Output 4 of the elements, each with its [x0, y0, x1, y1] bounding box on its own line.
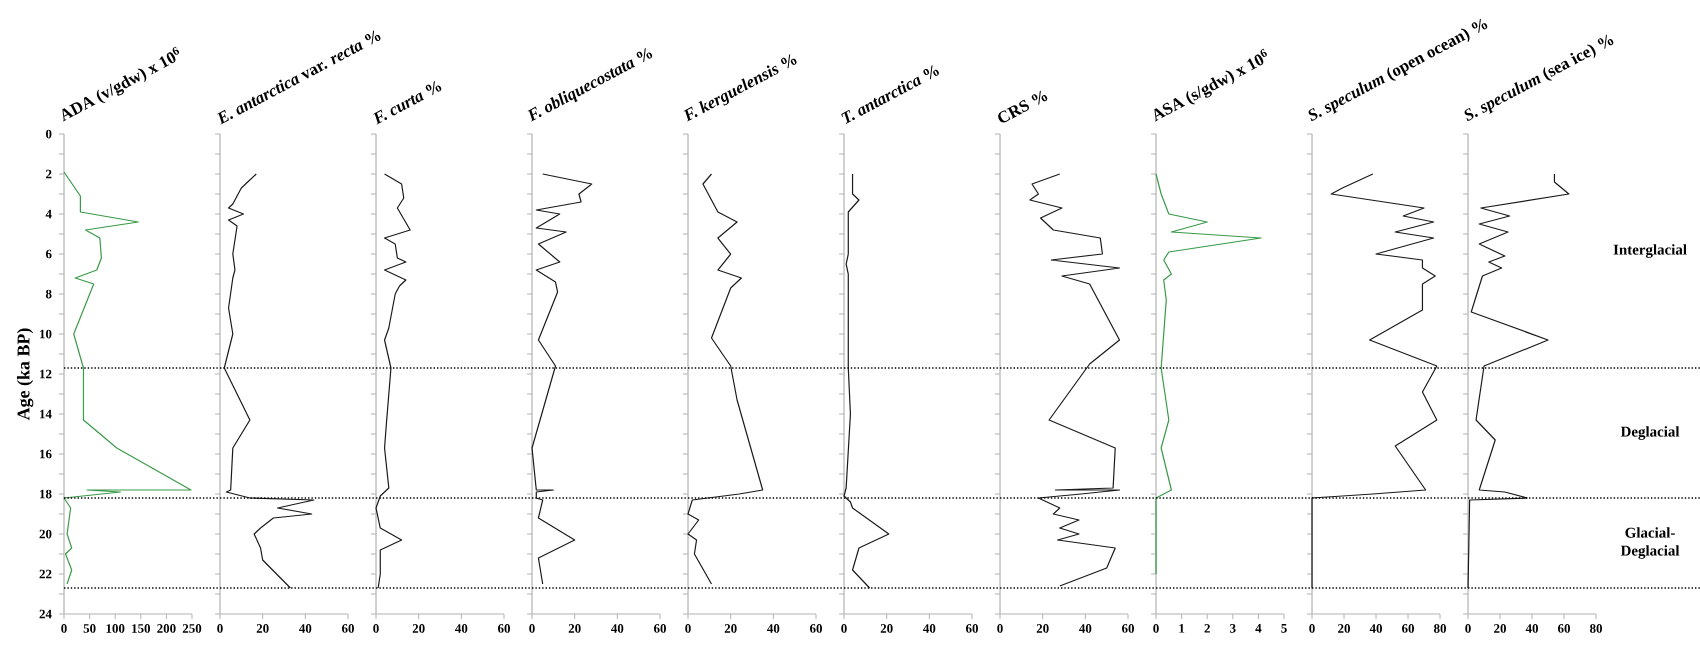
- chart-title: F. curta %: [373, 80, 442, 125]
- chart-title: CRS %: [998, 90, 1048, 123]
- y-axis-title: Age (ka BP): [16, 328, 34, 421]
- line-series: [63, 171, 192, 585]
